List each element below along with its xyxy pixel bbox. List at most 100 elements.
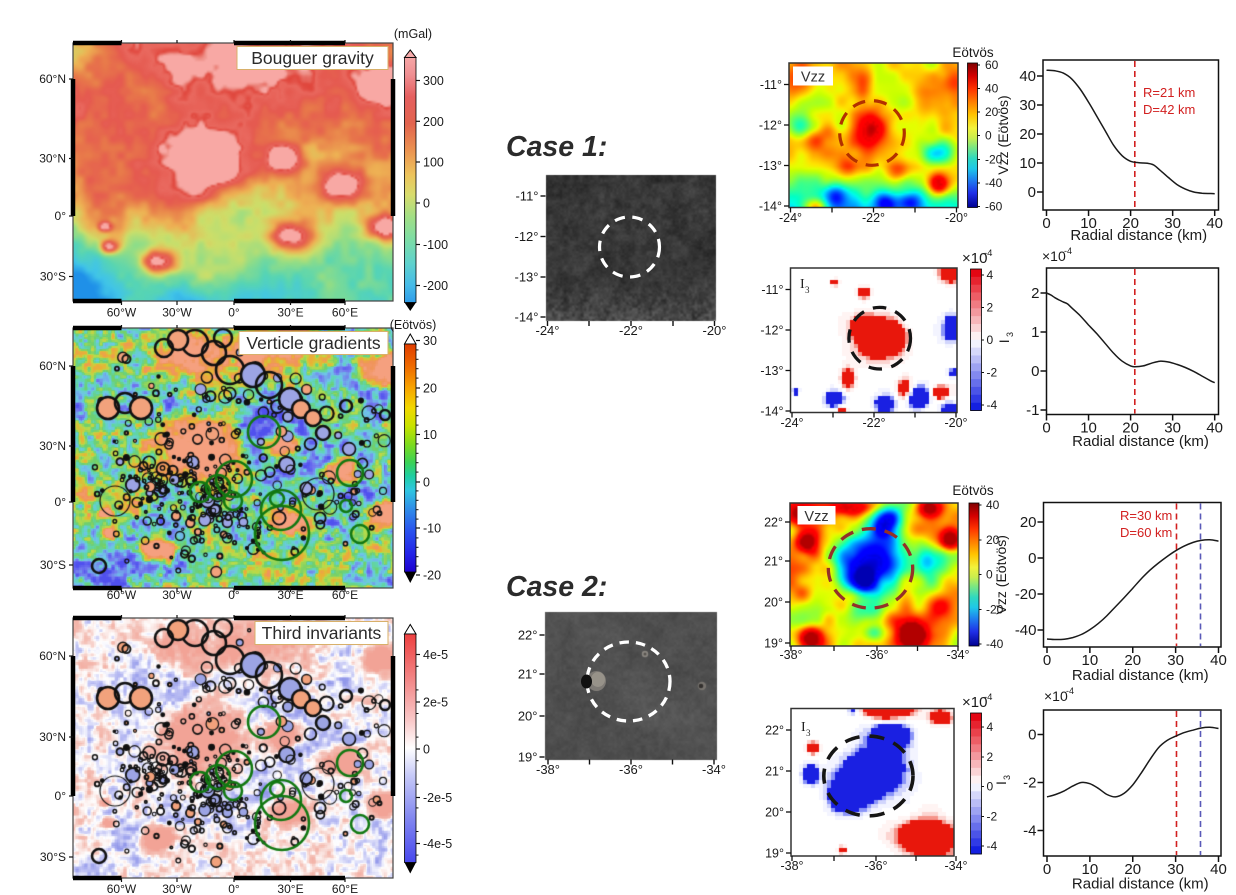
svg-text:10: 10 (1082, 861, 1099, 878)
svg-text:Vzz (Eötvös): Vzz (Eötvös) (993, 535, 1009, 614)
svg-text:0: 0 (423, 743, 430, 757)
svg-text:Vzz: Vzz (804, 509, 828, 525)
svg-text:3: 3 (1002, 775, 1012, 780)
svg-text:-2: -2 (1023, 775, 1036, 792)
svg-text:×10: ×10 (962, 250, 987, 267)
svg-text:40: 40 (985, 82, 999, 96)
svg-text:Eötvös: Eötvös (952, 45, 994, 60)
svg-text:1: 1 (1031, 324, 1039, 341)
svg-text:I: I (993, 781, 1009, 785)
svg-text:-60: -60 (985, 200, 1003, 214)
svg-text:30: 30 (1167, 861, 1184, 878)
svg-text:-2: -2 (987, 810, 998, 824)
svg-text:-12°: -12° (760, 324, 783, 338)
svg-text:30°N: 30°N (39, 730, 66, 744)
svg-text:0°: 0° (55, 495, 67, 509)
svg-text:-20°: -20° (703, 323, 727, 338)
svg-text:-4: -4 (987, 398, 998, 412)
svg-text:20°: 20° (765, 806, 784, 820)
svg-text:-40: -40 (986, 637, 1004, 651)
svg-text:21°: 21° (765, 765, 784, 779)
svg-text:Eötvös: Eötvös (952, 483, 994, 498)
svg-text:10: 10 (423, 428, 437, 442)
svg-text:-24°: -24° (536, 323, 560, 338)
svg-text:-38°: -38° (779, 648, 802, 662)
svg-text:3: 3 (805, 285, 810, 295)
svg-text:3: 3 (1005, 332, 1015, 337)
svg-text:30°W: 30°W (162, 306, 192, 320)
svg-text:(Eötvös): (Eötvös) (390, 318, 437, 332)
svg-text:-200: -200 (423, 279, 448, 293)
svg-text:60: 60 (985, 58, 999, 72)
svg-text:20: 20 (1020, 514, 1037, 531)
svg-text:Verticle gradients: Verticle gradients (246, 333, 380, 353)
svg-text:30: 30 (1164, 420, 1181, 437)
svg-text:4: 4 (987, 720, 994, 734)
svg-text:R=30 km: R=30 km (1120, 508, 1172, 523)
svg-text:×10: ×10 (1044, 688, 1068, 704)
svg-text:Vzz: Vzz (801, 70, 825, 86)
svg-text:Case 2:: Case 2: (506, 571, 607, 603)
svg-text:300: 300 (423, 74, 444, 88)
svg-text:40: 40 (986, 498, 1000, 512)
svg-text:40: 40 (1206, 215, 1223, 232)
svg-text:0: 0 (1043, 652, 1051, 669)
svg-text:2: 2 (987, 301, 994, 315)
svg-text:60°N: 60°N (39, 72, 66, 86)
svg-text:(mGal): (mGal) (394, 27, 432, 41)
svg-text:-22°: -22° (862, 416, 885, 430)
svg-text:-34°: -34° (944, 859, 967, 873)
svg-text:-38°: -38° (536, 762, 560, 777)
svg-text:-40: -40 (985, 176, 1003, 190)
svg-text:0: 0 (1042, 420, 1050, 437)
svg-text:×10: ×10 (1042, 248, 1066, 264)
svg-text:-36°: -36° (864, 859, 887, 873)
svg-text:60°N: 60°N (39, 649, 66, 663)
svg-text:0°: 0° (228, 306, 240, 320)
svg-text:20: 20 (985, 105, 999, 119)
svg-text:-20: -20 (985, 153, 1003, 167)
svg-text:20: 20 (986, 533, 1000, 547)
svg-text:22°: 22° (518, 628, 538, 643)
svg-text:20: 20 (1019, 126, 1036, 143)
svg-text:-12°: -12° (759, 119, 782, 133)
svg-text:-4: -4 (984, 692, 992, 703)
svg-text:30: 30 (1019, 97, 1036, 114)
svg-text:19°: 19° (518, 750, 538, 765)
svg-text:0: 0 (985, 129, 992, 143)
svg-text:0°: 0° (228, 588, 240, 602)
svg-text:-34°: -34° (702, 762, 726, 777)
svg-text:-4: -4 (1064, 246, 1072, 256)
svg-text:-20°: -20° (944, 416, 967, 430)
svg-text:20°: 20° (764, 596, 783, 610)
svg-text:-1: -1 (1026, 402, 1039, 419)
svg-text:I: I (800, 277, 805, 292)
svg-text:60°E: 60°E (332, 306, 358, 320)
svg-text:-13°: -13° (760, 364, 783, 378)
svg-text:10: 10 (1080, 420, 1097, 437)
svg-text:0: 0 (987, 333, 994, 347)
svg-text:60°E: 60°E (332, 882, 358, 895)
svg-text:19°: 19° (765, 847, 784, 861)
svg-text:10: 10 (1082, 652, 1099, 669)
svg-text:30°S: 30°S (40, 270, 66, 284)
svg-text:-36°: -36° (865, 648, 888, 662)
svg-text:40: 40 (1210, 652, 1227, 669)
svg-text:-36°: -36° (619, 762, 643, 777)
svg-text:2: 2 (987, 750, 994, 764)
svg-text:2: 2 (1031, 285, 1039, 302)
svg-text:0: 0 (986, 568, 993, 582)
svg-text:30°N: 30°N (39, 439, 66, 453)
svg-text:-24°: -24° (780, 416, 803, 430)
svg-text:2e-5: 2e-5 (423, 696, 448, 710)
svg-text:0°: 0° (228, 882, 240, 895)
svg-text:21°: 21° (764, 555, 783, 569)
svg-text:-10: -10 (423, 522, 441, 536)
svg-text:30°S: 30°S (40, 850, 66, 864)
svg-text:Case 1:: Case 1: (506, 131, 607, 163)
svg-text:10: 10 (1080, 215, 1097, 232)
svg-text:100: 100 (423, 156, 444, 170)
svg-text:4e-5: 4e-5 (423, 648, 448, 662)
svg-text:4: 4 (987, 268, 994, 282)
svg-text:20°: 20° (518, 709, 538, 724)
